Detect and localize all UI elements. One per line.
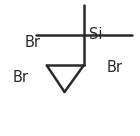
Text: Br: Br xyxy=(107,61,123,75)
Text: Br: Br xyxy=(24,35,40,50)
Text: Si: Si xyxy=(88,27,102,42)
Text: Br: Br xyxy=(13,70,29,85)
